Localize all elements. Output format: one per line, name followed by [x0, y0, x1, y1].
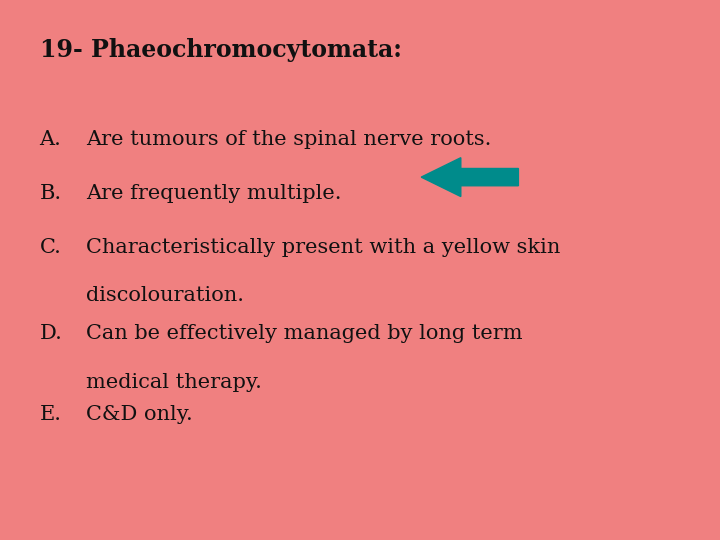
Text: Are tumours of the spinal nerve roots.: Are tumours of the spinal nerve roots. [86, 130, 492, 148]
Polygon shape [421, 158, 518, 197]
Text: A.: A. [40, 130, 61, 148]
Text: Can be effectively managed by long term: Can be effectively managed by long term [86, 324, 523, 343]
Text: D.: D. [40, 324, 63, 343]
Text: C.: C. [40, 238, 61, 256]
Text: Characteristically present with a yellow skin: Characteristically present with a yellow… [86, 238, 561, 256]
Text: Are frequently multiple.: Are frequently multiple. [86, 184, 342, 202]
Text: medical therapy.: medical therapy. [86, 373, 262, 392]
Text: C&D only.: C&D only. [86, 405, 193, 424]
Text: E.: E. [40, 405, 62, 424]
Text: B.: B. [40, 184, 62, 202]
Text: discolouration.: discolouration. [86, 286, 244, 305]
Text: 19- Phaeochromocytomata:: 19- Phaeochromocytomata: [40, 38, 402, 62]
